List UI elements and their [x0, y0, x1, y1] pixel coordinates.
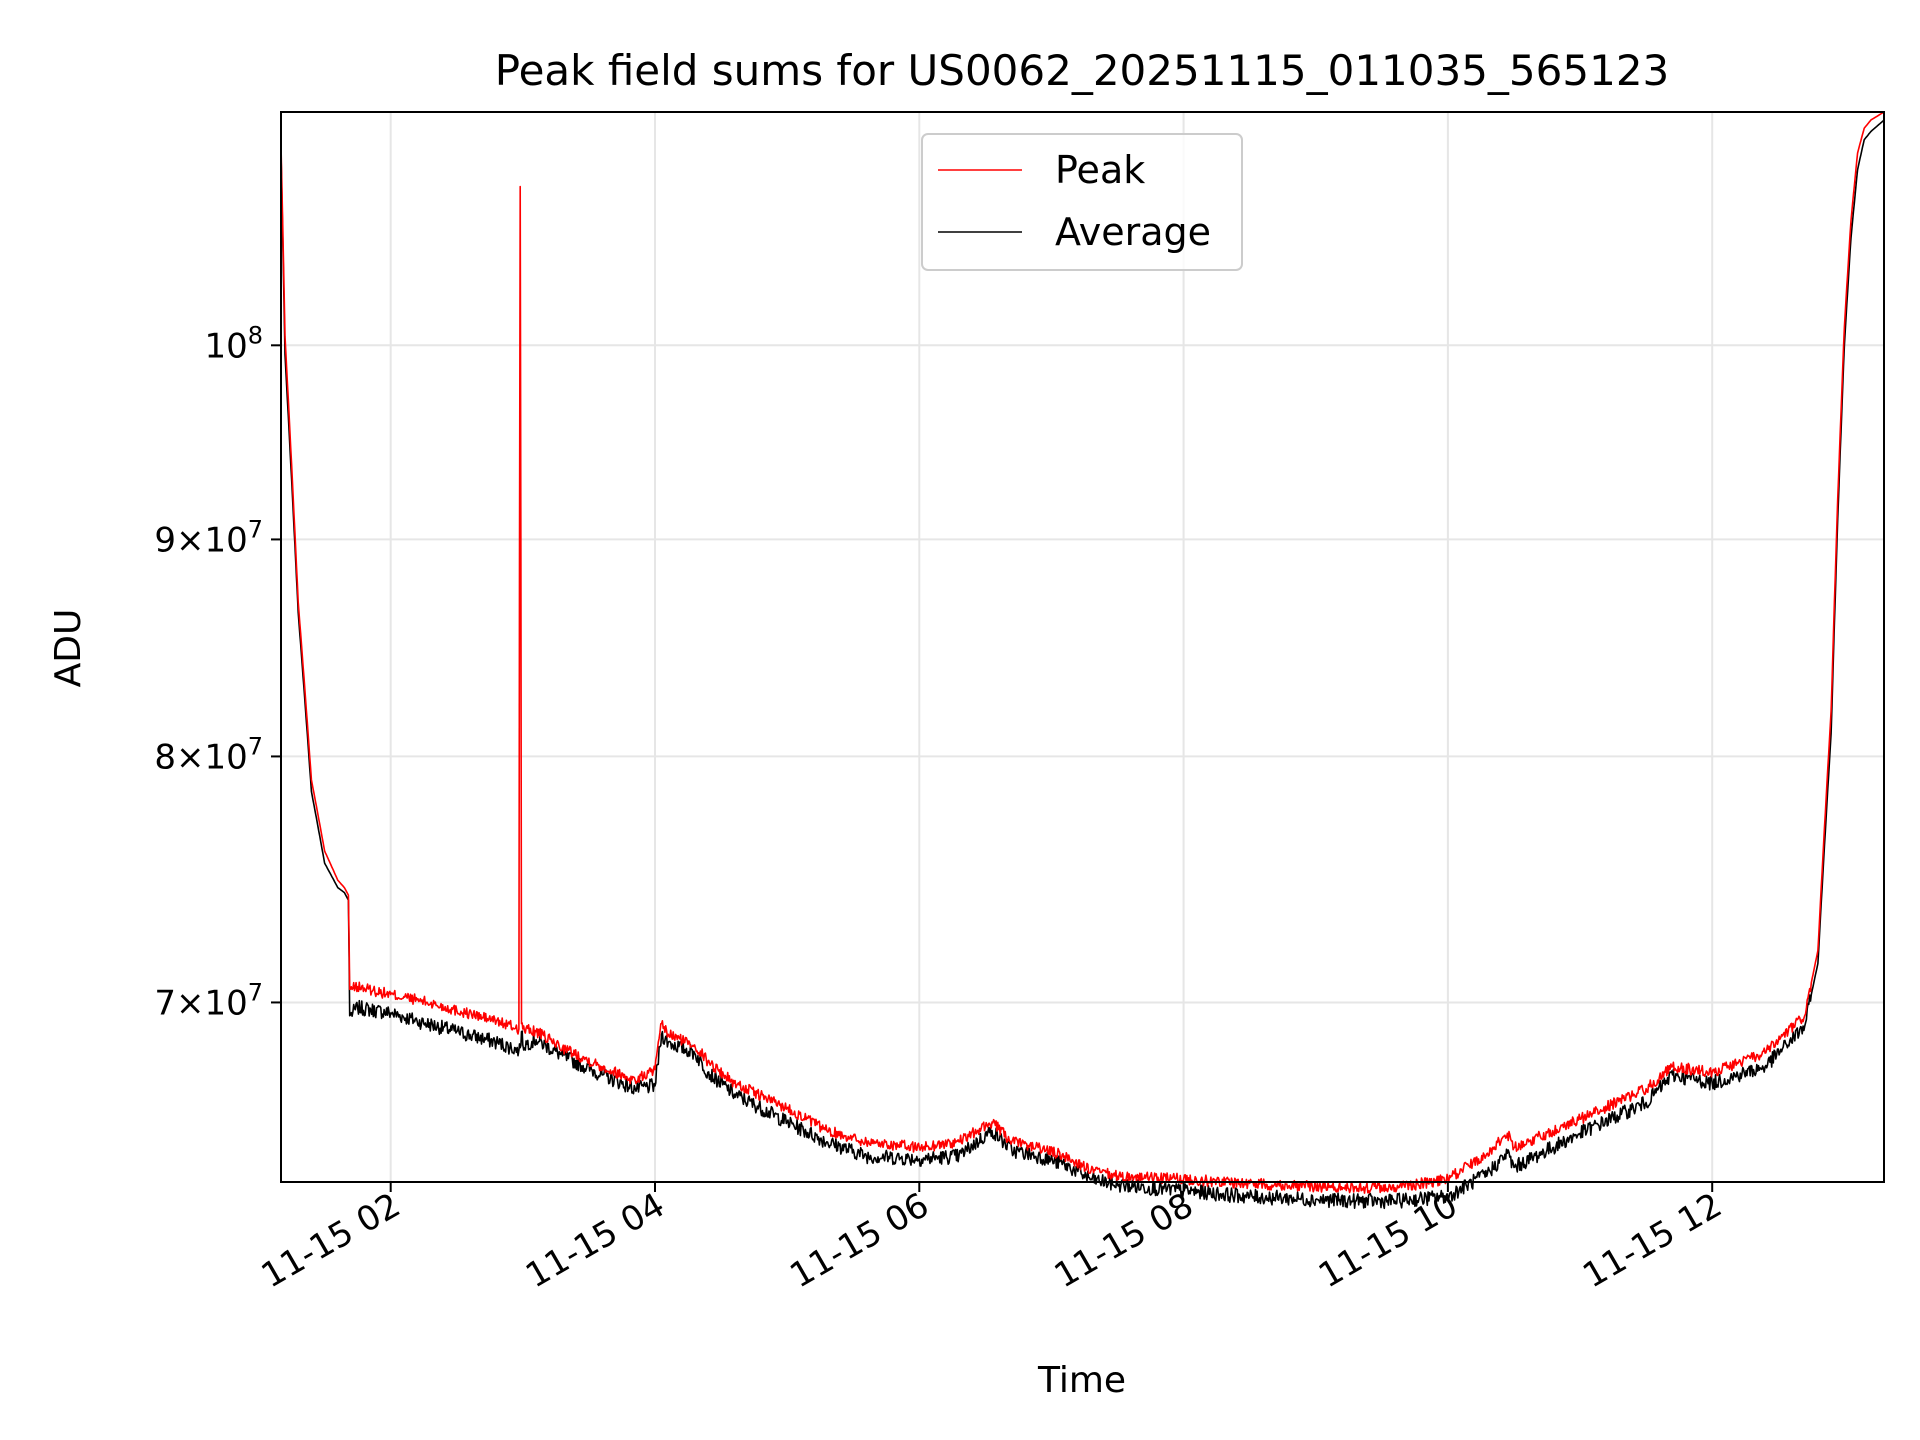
legend-label-average: Average [1055, 210, 1211, 254]
legend: Peak Average [921, 133, 1243, 271]
grid [281, 112, 1884, 1182]
axes-frame [280, 111, 1885, 1183]
x-axis-label: Time [1037, 1360, 1126, 1401]
y-tick-label: 108 [204, 321, 263, 366]
y-tick-label: 7×107 [154, 978, 263, 1023]
chart-title: Peak field sums for US0062_20251115_0110… [495, 46, 1670, 95]
y-tick-label: 8×107 [154, 732, 263, 777]
legend-box [921, 133, 1243, 271]
plot-area [280, 111, 1885, 1210]
legend-label-peak: Peak [1055, 148, 1145, 192]
y-tick-label: 9×107 [154, 515, 263, 560]
y-axis-label: ADU [48, 609, 89, 688]
series-line-average [280, 119, 1885, 1210]
y-axis-ticks: 7×107 8×107 9×107 108 [154, 321, 281, 1023]
series-line-peak [280, 111, 1885, 1194]
